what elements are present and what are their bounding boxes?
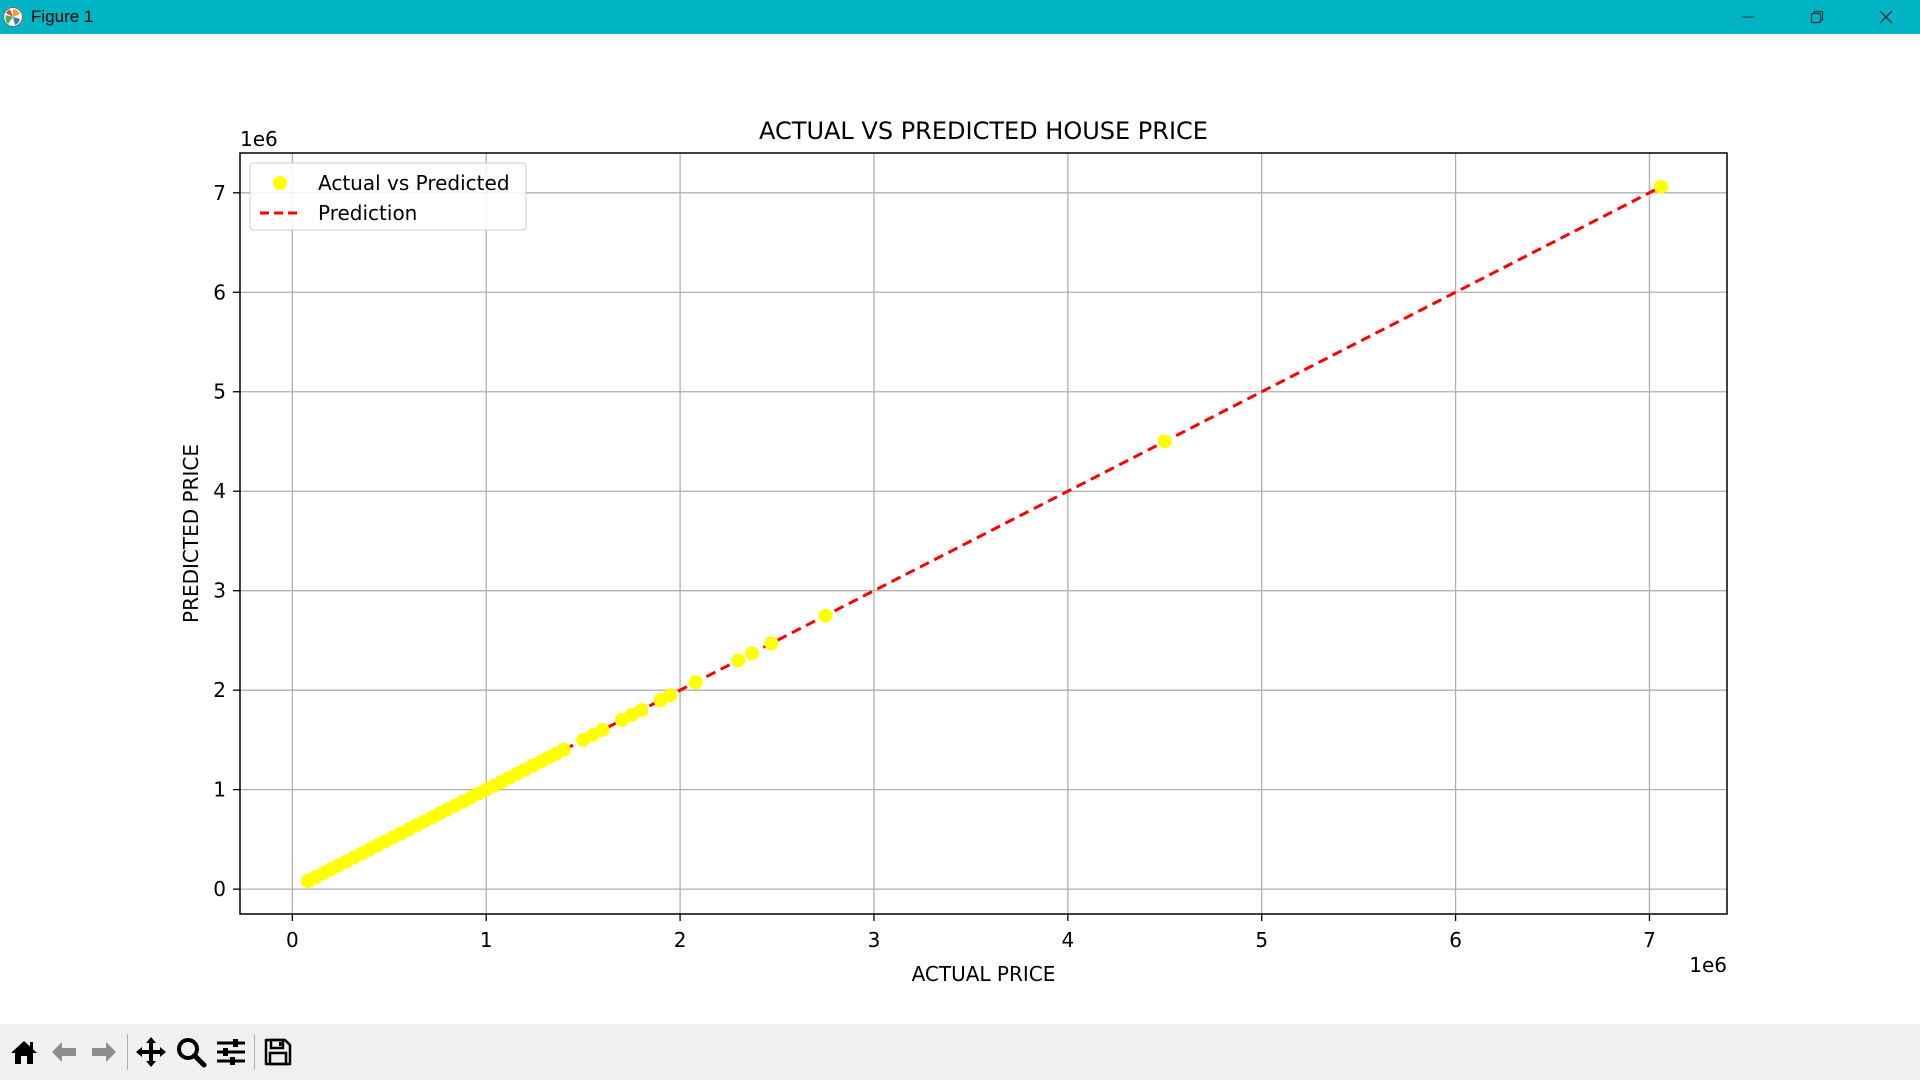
back-button[interactable] — [44, 1030, 84, 1074]
y-tick-label: 3 — [213, 579, 226, 603]
legend-label-actual-vs-predicted: Actual vs Predicted — [318, 171, 510, 195]
title-bar[interactable]: Figure 1 — [0, 0, 1920, 34]
data-point — [731, 653, 746, 668]
x-tick-label: 5 — [1255, 928, 1268, 952]
restore-button[interactable] — [1782, 0, 1851, 34]
x-tick-label: 4 — [1061, 928, 1074, 952]
data-point — [1654, 179, 1669, 194]
legend-marker-actual-vs-predicted — [273, 176, 287, 190]
y-tick-label: 2 — [213, 678, 226, 702]
pan-button[interactable] — [131, 1030, 171, 1074]
data-point — [556, 742, 571, 757]
data-point — [744, 646, 759, 661]
legend-box — [249, 162, 527, 231]
x-tick-label: 6 — [1449, 928, 1462, 952]
x-axis-ticks: 0 1 2 3 4 5 6 7 — [286, 914, 1656, 952]
figure-canvas[interactable]: 0 1 2 3 4 5 6 7 0 1 2 3 4 5 6 7 ACTUAL VS PREDICTED HO… — [0, 34, 1920, 1024]
close-button[interactable] — [1851, 0, 1920, 34]
forward-button[interactable] — [84, 1030, 124, 1074]
data-point — [634, 703, 649, 718]
data-point — [595, 722, 610, 737]
navigation-toolbar — [0, 1024, 1920, 1080]
x-tick-label: 0 — [286, 928, 299, 952]
prediction-line — [307, 185, 1662, 883]
window-controls — [1713, 0, 1920, 34]
save-icon — [264, 1038, 292, 1066]
chart-title: ACTUAL VS PREDICTED HOUSE PRICE — [759, 117, 1208, 145]
home-icon — [11, 1041, 37, 1064]
legend-label-prediction: Prediction — [318, 201, 417, 225]
y-tick-label: 1 — [213, 778, 226, 802]
y-tick-label: 4 — [213, 479, 226, 503]
x-axis-label: ACTUAL PRICE — [912, 962, 1056, 986]
data-point — [663, 688, 678, 703]
chart: 0 1 2 3 4 5 6 7 0 1 2 3 4 5 6 7 ACTUAL VS PREDICTED HO… — [179, 117, 1728, 986]
back-arrow-icon — [52, 1042, 76, 1062]
minimize-icon — [1741, 16, 1754, 18]
x-tick-label: 1 — [480, 928, 493, 952]
window-title: Figure 1 — [31, 7, 94, 26]
minimize-button[interactable] — [1713, 0, 1782, 34]
data-point — [764, 636, 779, 651]
zoom-icon — [177, 1038, 207, 1068]
close-icon — [1879, 10, 1892, 24]
configure-subplots-button[interactable] — [211, 1030, 251, 1074]
y-tick-label: 5 — [213, 380, 226, 404]
restore-icon — [1810, 10, 1823, 24]
save-button[interactable] — [258, 1030, 298, 1074]
x-tick-label: 2 — [674, 928, 687, 952]
prediction-line-layer — [307, 185, 1662, 883]
legend: Actual vs Predicted Prediction — [249, 162, 527, 231]
axes-frame — [239, 152, 1728, 915]
toolbar-separator — [127, 1034, 128, 1070]
home-button[interactable] — [4, 1030, 44, 1074]
forward-arrow-icon — [92, 1042, 116, 1062]
zoom-button[interactable] — [171, 1030, 211, 1074]
data-point — [818, 608, 833, 623]
toolbar-separator — [254, 1034, 255, 1070]
y-tick-label: 6 — [213, 280, 226, 304]
x-tick-label: 3 — [868, 928, 881, 952]
scatter-points — [300, 179, 1669, 889]
x-axis-offset-label: 1e6 — [1689, 953, 1727, 977]
y-axis-offset-label: 1e6 — [240, 127, 278, 151]
y-axis-ticks: 0 1 2 3 4 5 6 7 — [213, 181, 240, 901]
y-tick-label: 0 — [213, 877, 226, 901]
data-point — [688, 675, 703, 690]
configure-subplots-icon — [217, 1039, 245, 1065]
grid — [240, 153, 1727, 914]
data-point — [1157, 434, 1172, 449]
matplotlib-logo-icon — [3, 7, 23, 27]
y-axis-label: PREDICTED PRICE — [179, 444, 203, 623]
y-tick-label: 7 — [213, 181, 226, 205]
pan-icon — [136, 1037, 166, 1067]
x-tick-label: 7 — [1643, 928, 1656, 952]
